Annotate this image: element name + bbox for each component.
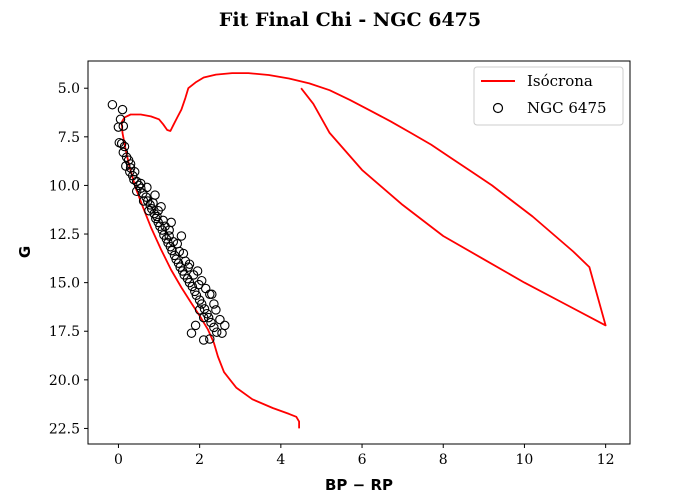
- star-point: [153, 205, 163, 216]
- y-tick-label: 22.5: [49, 421, 80, 437]
- star-point: [129, 167, 140, 177]
- x-tick-label: 12: [597, 452, 615, 468]
- star-point: [142, 182, 152, 193]
- x-tick-label: 10: [516, 452, 534, 468]
- series-layer: [107, 72, 607, 429]
- star-point: [198, 312, 209, 323]
- star-point: [190, 320, 201, 331]
- star-point: [119, 141, 130, 152]
- chart-title: Fit Final Chi - NGC 6475: [219, 9, 481, 31]
- star-point: [211, 327, 222, 337]
- star-point: [203, 312, 214, 323]
- star-point: [196, 299, 207, 309]
- y-tick-label: 12.5: [49, 227, 80, 243]
- star-point: [186, 328, 197, 338]
- star-point: [194, 305, 205, 315]
- star-point: [187, 281, 198, 292]
- star-point: [158, 215, 168, 226]
- star-point: [168, 237, 179, 247]
- isochrone-line: [120, 72, 607, 429]
- star-point: [131, 186, 142, 197]
- y-tick-label: 10.0: [49, 178, 80, 194]
- y-tick-label: 17.5: [49, 324, 80, 340]
- star-point: [148, 198, 158, 208]
- star-point: [191, 290, 202, 301]
- legend-label-ngc6475: NGC 6475: [527, 99, 607, 117]
- star-point: [188, 270, 199, 280]
- star-point: [180, 256, 191, 266]
- star-point: [117, 104, 128, 115]
- axes-layer: 0 2 4 6 8 10 12 5.0 7.5 10.0 12.5 15.0 17.5 20.0 22.5: [49, 81, 615, 468]
- star-point: [138, 196, 149, 206]
- y-tick-label: 20.0: [49, 373, 80, 389]
- star-point: [144, 205, 154, 216]
- x-axis-label: BP − RP: [325, 476, 393, 494]
- star-point: [167, 245, 177, 256]
- star-point: [209, 299, 219, 309]
- star-point: [176, 231, 187, 241]
- star-point: [211, 305, 221, 315]
- star-point: [183, 262, 194, 272]
- star-point: [215, 314, 225, 325]
- legend-label-isocrona: Isócrona: [527, 72, 593, 90]
- y-tick-label: 15.0: [49, 276, 80, 292]
- y-axis-label: G: [16, 246, 34, 258]
- y-tick-label: 7.5: [58, 130, 80, 146]
- star-point: [205, 289, 215, 300]
- star-point: [116, 138, 127, 149]
- star-point: [125, 159, 136, 169]
- star-point: [194, 279, 204, 290]
- star-point: [209, 322, 219, 333]
- star-point: [136, 178, 146, 189]
- star-point: [217, 328, 227, 338]
- star-point: [220, 320, 230, 331]
- star-point: [206, 317, 216, 328]
- star-point: [107, 99, 118, 110]
- x-tick-label: 2: [195, 452, 204, 468]
- x-tick-label: 4: [276, 452, 285, 468]
- star-point: [146, 204, 157, 214]
- star-point: [205, 334, 215, 344]
- legend: Isócrona NGC 6475: [473, 66, 624, 126]
- y-tick-label: 5.0: [58, 81, 80, 97]
- star-point: [118, 147, 129, 158]
- star-point: [118, 121, 129, 131]
- star-point: [198, 335, 209, 345]
- x-tick-label: 6: [358, 452, 367, 468]
- star-point: [174, 246, 185, 257]
- legend-marker-swatch: [492, 102, 504, 114]
- star-point: [164, 225, 174, 235]
- x-tick-label: 8: [439, 452, 448, 468]
- star-point: [150, 190, 160, 200]
- star-point: [166, 217, 176, 228]
- plot-area: [87, 60, 631, 445]
- x-tick-label: 0: [114, 452, 123, 468]
- star-point: [113, 122, 124, 132]
